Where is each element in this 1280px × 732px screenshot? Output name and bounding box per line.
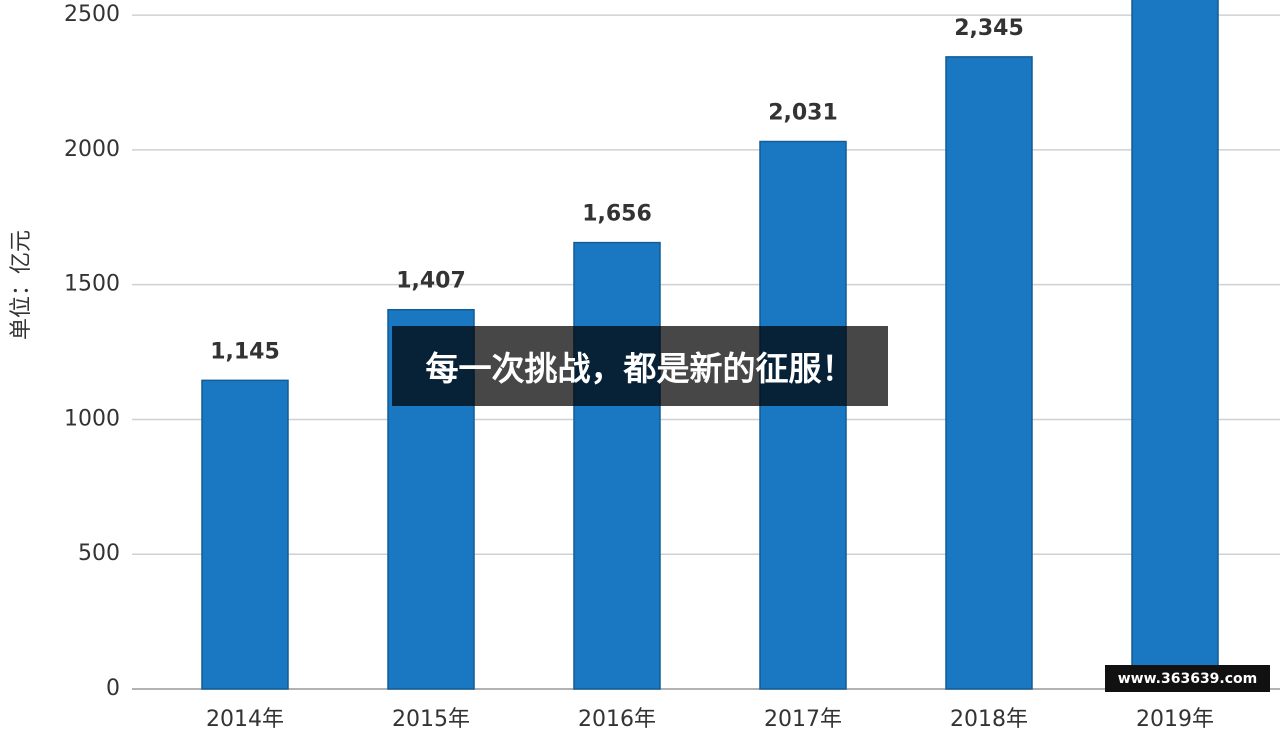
bar — [759, 140, 847, 690]
data-label: 1,145 — [210, 339, 280, 364]
data-label: 2,345 — [954, 16, 1024, 41]
bar — [1131, 0, 1219, 690]
y-tick-label: 1500 — [64, 272, 120, 297]
y-axis-label: 单位：亿元 — [9, 230, 34, 340]
y-tick-label: 500 — [78, 541, 120, 566]
x-tick-label: 2017年 — [764, 707, 842, 732]
x-tick-label: 2014年 — [206, 707, 284, 732]
y-tick-label: 2500 — [64, 2, 120, 27]
data-label: 1,656 — [582, 202, 652, 227]
y-tick-label: 2000 — [64, 137, 120, 162]
data-label: 2,031 — [768, 101, 838, 126]
y-tick-label: 0 — [106, 676, 120, 701]
bar — [573, 241, 661, 690]
overlay-banner: 每一次挑战，都是新的征服！ — [392, 326, 888, 406]
x-tick-label: 2019年 — [1136, 707, 1214, 732]
y-tick-label: 1000 — [64, 406, 120, 431]
x-tick-label: 2016年 — [578, 707, 656, 732]
watermark: www.363639.com — [1105, 665, 1270, 692]
x-tick-label: 2018年 — [950, 707, 1028, 732]
bar — [945, 56, 1033, 690]
bar — [201, 379, 289, 690]
data-label: 1,407 — [396, 269, 466, 294]
x-tick-label: 2015年 — [392, 707, 470, 732]
